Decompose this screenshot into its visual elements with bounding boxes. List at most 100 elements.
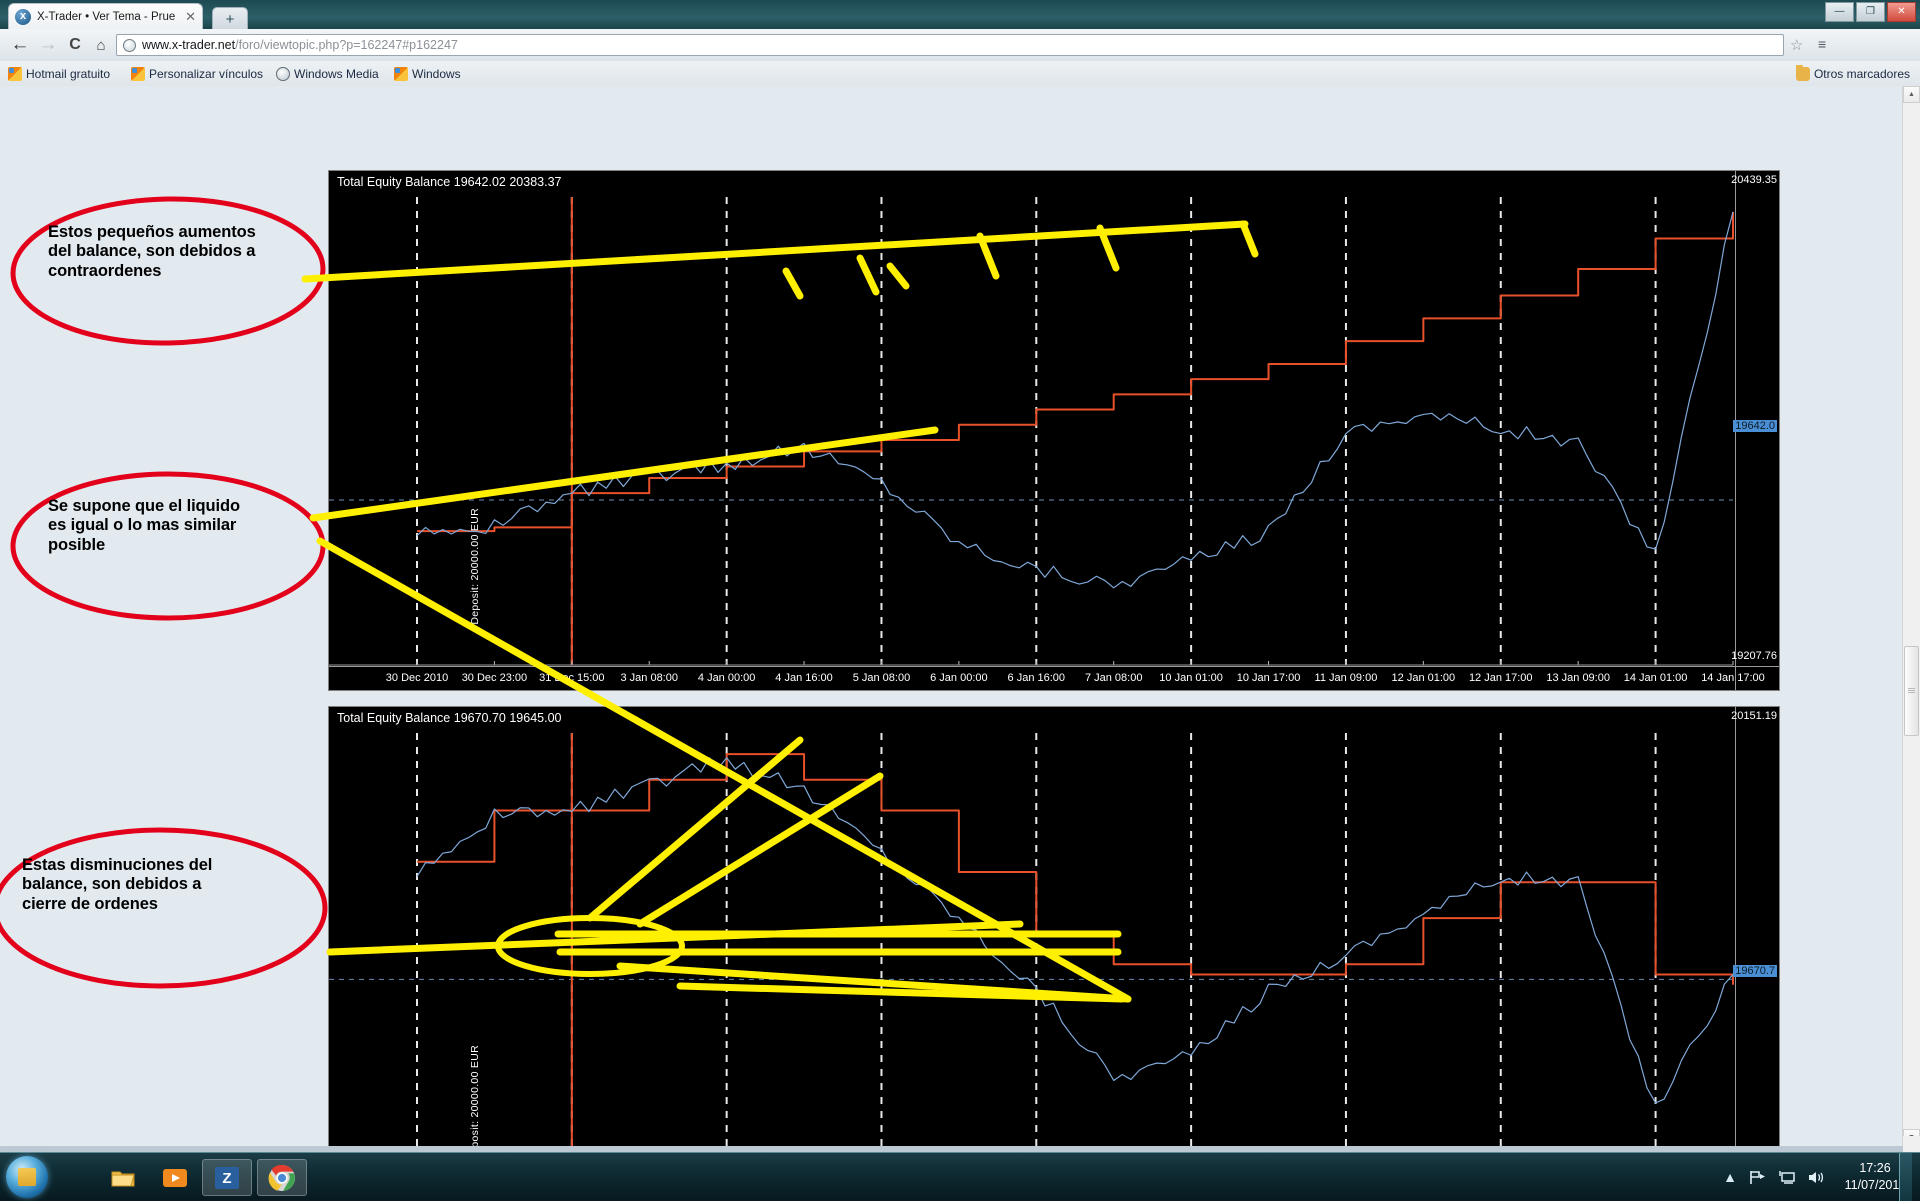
browser-titlebar: [0, 0, 1920, 29]
windows-logo-icon: [18, 1168, 36, 1186]
globe-icon: [276, 66, 290, 81]
y-axis-top: 20439.35 19642.0 19207.76: [1731, 171, 1779, 690]
bookmark-label: Hotmail gratuito: [26, 66, 111, 81]
vertical-scrollbar[interactable]: ▲ ▼: [1902, 86, 1920, 1146]
home-icon[interactable]: ⌂: [96, 36, 106, 54]
bookmark-label: Windows Media: [294, 66, 379, 81]
back-icon[interactable]: ←: [10, 34, 30, 55]
tab-x-trader[interactable]: x X-Trader • Ver Tema - Prue ✕: [8, 3, 203, 29]
chrome-icon: [268, 1164, 295, 1191]
x-tick-label: 10 Jan 17:00: [1236, 672, 1301, 684]
other-bookmarks-folder[interactable]: Otros marcadores: [1795, 64, 1910, 82]
deposit-label-top: Deposit: 20000.00 EUR: [469, 508, 481, 625]
close-window-button[interactable]: ✕: [1887, 2, 1916, 22]
bookmark-label: Otros marcadores: [1813, 66, 1910, 81]
tab-strip: x X-Trader • Ver Tema - Prue ✕ + — ❐ ✕: [0, 0, 1920, 30]
bookmarks-bar: Hotmail gratuito Personalizar vínculos W…: [0, 61, 1920, 87]
x-tick-label: 6 Jan 16:00: [1007, 672, 1066, 684]
show-hidden-icons-button[interactable]: ▲: [1723, 1169, 1737, 1185]
clock-time: 17:26: [1859, 1161, 1891, 1176]
chart-svg-top: [329, 197, 1734, 666]
bookmark-label: Windows: [412, 66, 461, 81]
x-tick-label: 4 Jan 16:00: [775, 672, 833, 684]
bookmark-hotmail[interactable]: Hotmail gratuito: [8, 65, 110, 82]
bookmark-star-icon[interactable]: ☆: [1790, 37, 1804, 54]
reload-icon[interactable]: C: [69, 36, 81, 53]
x-tick-label: 31 Dec 15:00: [539, 672, 605, 684]
x-tick-label: 12 Jan 01:00: [1391, 672, 1456, 684]
x-tick-label: 7 Jan 08:00: [1084, 672, 1143, 684]
address-bar-url: www.x-trader.net/foro/viewtopic.php?p=16…: [142, 38, 458, 52]
x-axis-top: 30 Dec 2010 30 Dec 23:00 31 Dec 15:00 3 Jan…: [329, 666, 1779, 690]
x-tick-label: 4 Jan 00:00: [697, 672, 756, 684]
new-tab-button[interactable]: +: [212, 7, 248, 30]
x-tick-label: 3 Jan 08:00: [620, 672, 678, 684]
taskbar-item-media-player[interactable]: [150, 1159, 200, 1196]
taskbar-clock[interactable]: 17:26 11/07/2011: [1838, 1160, 1912, 1194]
chart-title-bottom: Total Equity Balance 19670.70 19645.00: [337, 711, 562, 725]
x-tick-label: 5 Jan 08:00: [852, 672, 911, 684]
annotation-text-2: Se supone que el liquido es igual o lo m…: [48, 497, 240, 554]
display-icon[interactable]: [1778, 1170, 1796, 1185]
y-tick-min-top: 19207.76: [1731, 650, 1777, 662]
show-desktop-button[interactable]: [1899, 1153, 1912, 1201]
taskbar-item-chrome[interactable]: [257, 1159, 307, 1196]
windows-flag-icon: [8, 66, 22, 81]
x-tick-label: 14 Jan 17:00: [1701, 672, 1765, 684]
x-tick-label: 12 Jan 17:00: [1468, 672, 1533, 684]
y-axis-bottom: 20151.19 19670.7 19255.81: [1731, 707, 1779, 1146]
folder-icon: [111, 1171, 135, 1186]
x-tick-label: 14 Jan 01:00: [1623, 672, 1688, 684]
close-icon[interactable]: ✕: [185, 8, 196, 24]
windows-flag-icon: [394, 66, 408, 81]
browser-window: x X-Trader • Ver Tema - Prue ✕ + — ❐ ✕ ←…: [0, 0, 1920, 1160]
x-tick-label: 6 Jan 00:00: [930, 672, 988, 684]
minimize-button[interactable]: —: [1825, 2, 1854, 22]
chart-title-top: Total Equity Balance 19642.02 20383.37: [337, 175, 562, 189]
bookmark-windows-media[interactable]: Windows Media: [276, 65, 379, 82]
equity-chart-top[interactable]: Total Equity Balance 19642.02 20383.37 D…: [328, 170, 1780, 691]
address-bar[interactable]: www.x-trader.net/foro/viewtopic.php?p=16…: [116, 34, 1784, 56]
z-icon: Z: [215, 1166, 239, 1189]
chart-plot-area: [329, 171, 1779, 690]
taskbar-item-app-z[interactable]: Z: [202, 1159, 252, 1196]
y-tick-max-top: 20439.35: [1731, 174, 1777, 186]
vscroll-thumb[interactable]: [1904, 646, 1919, 736]
navigation-bar: ← → C ⌂ www.x-trader.net/foro/viewtopic.…: [0, 29, 1920, 62]
equity-chart-bottom[interactable]: Total Equity Balance 19670.70 19645.00 D…: [328, 706, 1780, 1146]
clock-date: 11/07/2011: [1844, 1178, 1906, 1192]
y-current-value-bottom: 19670.7: [1733, 965, 1777, 977]
x-tick-label: 30 Dec 2010: [385, 672, 449, 684]
menu-wrench-icon[interactable]: ≡: [1818, 36, 1827, 52]
scrollbar-corner: [1903, 1136, 1920, 1152]
folder-icon: [1795, 64, 1810, 81]
svg-text:Z: Z: [222, 1170, 231, 1187]
site-globe-icon: [123, 38, 136, 52]
address-bar-path: /foro/viewtopic.php?p=162247#p162247: [235, 38, 458, 52]
maximize-button[interactable]: ❐: [1856, 2, 1885, 22]
bookmark-windows[interactable]: Windows: [394, 65, 461, 82]
start-button[interactable]: [6, 1156, 48, 1198]
x-tick-label: 10 Jan 01:00: [1159, 672, 1223, 684]
x-tick-label: 11 Jan 09:00: [1314, 672, 1378, 684]
favicon-icon: x: [15, 8, 31, 25]
bookmark-personalizar-vinculos[interactable]: Personalizar vínculos: [131, 65, 263, 82]
chart-plot-area: [329, 707, 1779, 1146]
forward-icon[interactable]: →: [38, 34, 58, 55]
vscroll-up-arrow[interactable]: ▲: [1903, 86, 1920, 103]
play-icon: [163, 1168, 187, 1187]
y-current-value-top: 19642.0: [1733, 420, 1777, 432]
windows-flag-icon: [131, 66, 145, 81]
y-tick-max-bottom: 20151.19: [1731, 710, 1777, 722]
system-tray: ▲ 17:26 11/07/2011: [1723, 1153, 1912, 1201]
network-icon[interactable]: [1749, 1170, 1766, 1185]
chart-svg-bottom: [329, 733, 1734, 1146]
address-bar-domain: www.x-trader.net: [142, 38, 236, 52]
x-tick-label: 30 Dec 23:00: [461, 672, 528, 684]
window-controls: — ❐ ✕: [1825, 2, 1916, 22]
bookmark-label: Personalizar vínculos: [149, 66, 264, 81]
tab-title: X-Trader • Ver Tema - Prue: [37, 10, 176, 23]
volume-icon[interactable]: [1808, 1170, 1826, 1185]
taskbar-item-explorer[interactable]: [98, 1159, 148, 1196]
